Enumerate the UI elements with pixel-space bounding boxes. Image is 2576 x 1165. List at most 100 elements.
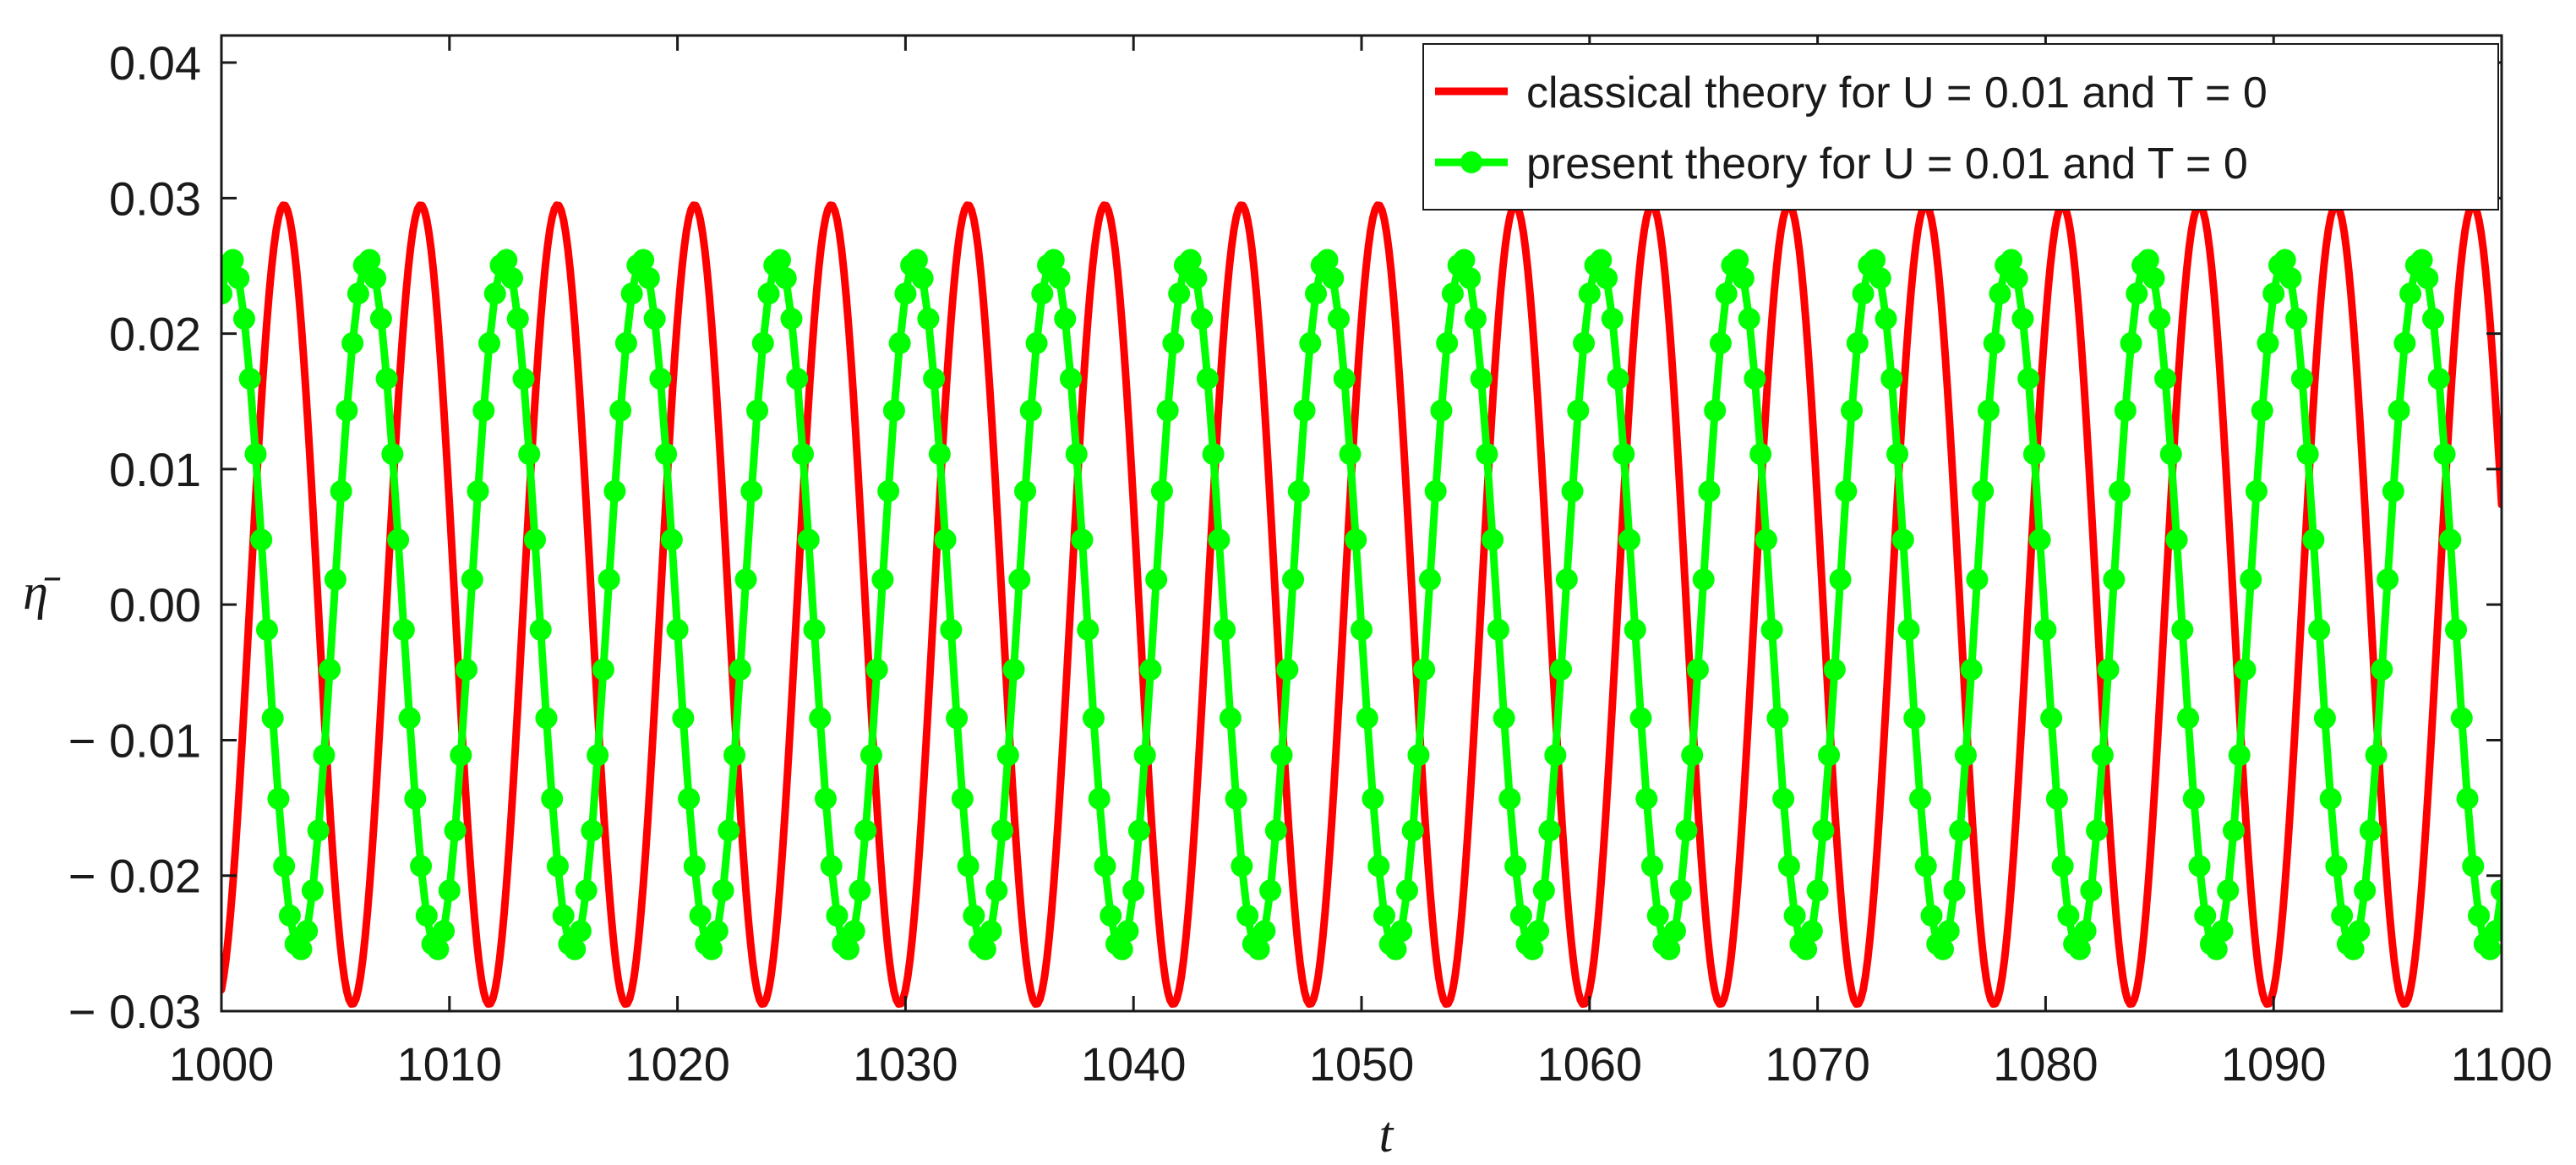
series-1-point-63 <box>569 920 592 943</box>
series-line-0 <box>221 201 2502 1009</box>
series-1-point-113 <box>854 819 877 842</box>
series-1-point-60 <box>552 905 575 927</box>
series-1-point-376 <box>2354 879 2377 902</box>
series-1-point-368 <box>2308 618 2331 641</box>
series-1-point-356 <box>2240 568 2262 591</box>
series-1-point-200 <box>1351 618 1373 641</box>
tick-labels-layer: 1000 1010 1020 1030 1040 1050 1060 1070 1080 1090… <box>68 36 2552 1091</box>
series-1-point-369 <box>2313 707 2336 730</box>
series-1-point-316 <box>2011 308 2034 331</box>
series-1-point-295 <box>1891 528 1914 551</box>
series-1-point-0 <box>221 282 232 305</box>
series-1-point-214 <box>1430 399 1453 422</box>
x-tick-label-8: 1080 <box>1993 1037 2098 1091</box>
series-1-point-213 <box>1424 479 1447 502</box>
series-1-point-342 <box>2159 443 2182 466</box>
series-1-point-300 <box>1920 905 1943 927</box>
series-1-point-96 <box>757 282 780 305</box>
y-tick-label-7: 0.04 <box>109 36 201 90</box>
series-1-point-357 <box>2245 479 2268 502</box>
series-1-point-225 <box>1493 707 1515 730</box>
series-1-point-395 <box>2462 855 2485 878</box>
series-1-point-230 <box>1521 938 1544 960</box>
series-1-point-189 <box>1287 479 1310 502</box>
series-1-point-56 <box>529 618 552 641</box>
series-1-point-359 <box>2257 331 2279 354</box>
series-1-point-2 <box>221 249 244 271</box>
series-1-point-48 <box>483 282 506 305</box>
series-1-point-80 <box>666 618 689 641</box>
series-1-point-163 <box>1139 658 1162 681</box>
series-1-point-176 <box>1214 618 1236 641</box>
series-1-point-67 <box>592 658 614 681</box>
series-1-point-334 <box>2114 399 2137 422</box>
series-1-point-290 <box>1864 249 1886 271</box>
series-1-point-329 <box>2086 819 2109 842</box>
series-1-point-35 <box>410 855 433 878</box>
series-1-point-398 <box>2479 938 2502 960</box>
series-1-point-263 <box>1709 331 1732 354</box>
series-1-point-53 <box>512 367 535 390</box>
series-1-point-22 <box>336 399 358 422</box>
x-tick-label-2: 1020 <box>625 1037 730 1091</box>
series-1-point-250 <box>1635 787 1658 810</box>
series-1-point-178 <box>1225 787 1247 810</box>
series-1-point-115 <box>865 658 888 681</box>
series-1-point-344 <box>2171 618 2194 641</box>
series-1-point-26 <box>358 249 381 271</box>
series-1-point-339 <box>2142 267 2165 290</box>
series-1-point-185 <box>1264 819 1287 842</box>
series-1-point-142 <box>1019 399 1042 422</box>
series-1-point-345 <box>2177 707 2200 730</box>
series-1-point-266 <box>1727 249 1749 271</box>
series-1-point-88 <box>712 879 734 902</box>
series-1-point-177 <box>1219 707 1242 730</box>
series-1-point-11 <box>273 855 296 878</box>
series-1-point-146 <box>1042 249 1065 271</box>
series-1-point-128 <box>940 618 963 641</box>
series-1-point-287 <box>1846 331 1869 354</box>
series-1-point-45 <box>467 479 489 502</box>
series-1-point-84 <box>689 905 712 927</box>
y-tick-label-6: 0.03 <box>109 172 201 225</box>
series-1-point-399 <box>2485 920 2502 943</box>
series-1-point-381 <box>2382 479 2404 502</box>
series-1-point-382 <box>2388 399 2410 422</box>
series-1-point-212 <box>1418 568 1441 591</box>
series-1-point-15 <box>296 920 319 943</box>
series-1-point-324 <box>2057 905 2080 927</box>
series-1-point-374 <box>2342 938 2365 960</box>
series-1-point-52 <box>506 308 529 331</box>
series-1-point-139 <box>1002 658 1025 681</box>
series-1-point-358 <box>2251 399 2273 422</box>
series-1-point-125 <box>923 367 946 390</box>
series-1-point-228 <box>1509 905 1532 927</box>
series-1-point-77 <box>649 367 672 390</box>
x-tick-label-4: 1040 <box>1081 1037 1187 1091</box>
series-1-point-272 <box>1760 618 1783 641</box>
series-1-point-396 <box>2468 905 2491 927</box>
series-1-point-34 <box>404 787 427 810</box>
series-1-point-12 <box>278 905 301 927</box>
x-tick-label-0: 1000 <box>169 1037 275 1091</box>
series-1-point-282 <box>1818 744 1841 767</box>
series-1-point-387 <box>2416 267 2439 290</box>
series-1-point-162 <box>1133 744 1156 767</box>
series-1-point-127 <box>934 528 957 551</box>
series-1-point-379 <box>2371 658 2393 681</box>
series-1-point-104 <box>803 618 826 641</box>
series-1-point-331 <box>2097 658 2120 681</box>
series-1-point-143 <box>1025 331 1048 354</box>
series-1-point-94 <box>746 399 769 422</box>
series-1-point-204 <box>1373 905 1395 927</box>
series-1-point-78 <box>655 443 678 466</box>
series-1-point-99 <box>774 267 797 290</box>
series-1-point-154 <box>1088 787 1111 810</box>
series-1-point-40 <box>438 879 461 902</box>
series-1-point-384 <box>2399 282 2422 305</box>
series-1-point-46 <box>472 399 495 422</box>
series-1-point-249 <box>1629 707 1652 730</box>
series-1-point-320 <box>2034 618 2057 641</box>
series-1-point-383 <box>2393 331 2416 354</box>
series-1-point-364 <box>2285 308 2308 331</box>
